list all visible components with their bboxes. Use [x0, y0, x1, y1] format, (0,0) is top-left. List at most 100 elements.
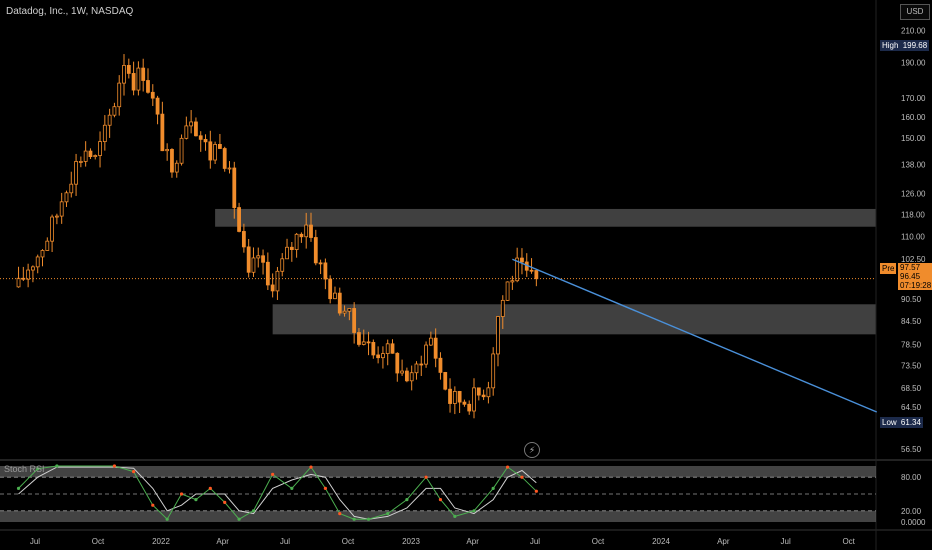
stoch-k-point	[112, 464, 117, 468]
candle-body	[309, 224, 313, 238]
candle-body	[510, 280, 515, 283]
stoch-k-point	[251, 509, 256, 513]
stoch-k-point	[290, 486, 294, 490]
price-tick-label: 190.00	[901, 58, 926, 67]
stoch-k-point	[271, 472, 275, 476]
candle-body	[424, 344, 428, 365]
candle-body	[409, 372, 414, 382]
stoch-k-point	[338, 511, 342, 516]
candle-body	[385, 343, 390, 355]
price-tick-label: 84.50	[901, 317, 922, 326]
price-zone	[272, 304, 877, 335]
stoch-k-point	[132, 470, 136, 474]
currency-button[interactable]: USD	[900, 4, 930, 20]
candle-body	[280, 258, 285, 272]
candle-body	[289, 246, 294, 250]
candle-body	[194, 121, 198, 137]
candle-body	[520, 257, 524, 263]
candle-body	[419, 363, 424, 366]
candle-body	[472, 387, 476, 412]
candle-body	[131, 73, 136, 91]
candle-body	[54, 215, 59, 218]
chart-title: Datadog, Inc., 1W, NASDAQ	[6, 6, 134, 17]
bar-countdown: 07:19:28	[900, 281, 932, 290]
candle-body	[491, 353, 496, 389]
candle-body	[261, 255, 265, 263]
candlestick-series	[16, 54, 539, 419]
candle-body	[462, 401, 467, 405]
price-tick-label: 102.50	[901, 255, 926, 264]
stoch-k-point	[323, 486, 327, 490]
time-tick-label: Jul	[530, 537, 540, 546]
candle-body	[232, 167, 237, 208]
candle-body	[16, 277, 21, 288]
stoch-rsi-panel: 80.00 20.00 0.0000	[0, 464, 926, 527]
time-tick-label: Jul	[280, 537, 290, 546]
candle-body	[88, 150, 93, 158]
candle-body	[361, 341, 366, 345]
stoch-k-point	[309, 465, 313, 469]
candle-body	[371, 342, 376, 356]
price-tick-label: 56.50	[901, 445, 922, 454]
stoch-k-point	[520, 475, 524, 479]
candle-body	[496, 316, 500, 355]
trendline[interactable]	[512, 258, 878, 413]
candle-body	[93, 155, 98, 158]
candle-body	[98, 141, 102, 156]
candle-body	[213, 144, 218, 161]
candle-body	[69, 183, 74, 194]
candle-body	[486, 387, 491, 398]
price-tick-label: 110.00	[901, 233, 925, 242]
stoch-k-point	[472, 509, 476, 513]
candle-body	[443, 372, 448, 390]
price-tick-label: 78.50	[901, 340, 922, 349]
candle-body	[78, 161, 83, 163]
stoch-k-point	[438, 498, 443, 502]
time-tick-label: Oct	[92, 537, 105, 546]
stoch-k-point	[352, 517, 356, 521]
price-tick-label: 126.00	[901, 189, 926, 198]
candle-body	[122, 65, 126, 84]
candle-body	[117, 82, 122, 108]
stoch-k-point	[36, 467, 40, 471]
candle-body	[313, 237, 318, 264]
candle-body	[285, 246, 289, 260]
price-tick-label: 170.00	[901, 94, 926, 103]
stoch-k-point	[453, 514, 457, 519]
lightning-icon[interactable]: ⚡	[524, 442, 540, 458]
stoch-k-point	[223, 500, 227, 504]
candle-body	[505, 281, 510, 301]
time-tick-label: Jul	[781, 537, 791, 546]
indicator-label[interactable]: Stoch RSI	[4, 464, 45, 474]
candle-body	[467, 403, 472, 412]
stoch-k-line	[18, 465, 537, 521]
candle-body	[222, 148, 227, 169]
candle-body	[395, 352, 400, 374]
price-tick-label: 90.50	[901, 295, 922, 304]
candle-body	[299, 233, 304, 238]
time-tick-label: Jul	[30, 537, 40, 546]
price-zone	[215, 208, 876, 227]
candle-body	[112, 106, 117, 116]
stoch-k-point	[208, 486, 212, 490]
price-badge: 97.57 96.45 07:19:28	[898, 263, 932, 290]
price-tick-label: 150.00	[901, 134, 926, 143]
high-label: High	[882, 41, 899, 50]
stoch-k-point	[237, 517, 241, 521]
high-badge: High 199.68	[880, 40, 930, 51]
candle-body	[534, 270, 539, 280]
stoch-k-point	[55, 464, 59, 468]
time-axis: Jul Oct 2022 Apr Jul Oct 2023 Apr Jul Oct 2024 Apr J…	[30, 537, 856, 546]
stoch-k-point	[179, 492, 184, 496]
candle-body	[83, 150, 88, 162]
candle-body	[400, 370, 404, 374]
candle-body	[342, 310, 347, 314]
candle-body	[59, 201, 64, 217]
time-tick-label: 2023	[402, 537, 420, 546]
candle-body	[481, 394, 486, 398]
candle-body	[227, 167, 232, 170]
candle-body	[347, 308, 352, 312]
stoch-k-point	[366, 517, 371, 521]
stoch-k-point	[386, 511, 390, 516]
